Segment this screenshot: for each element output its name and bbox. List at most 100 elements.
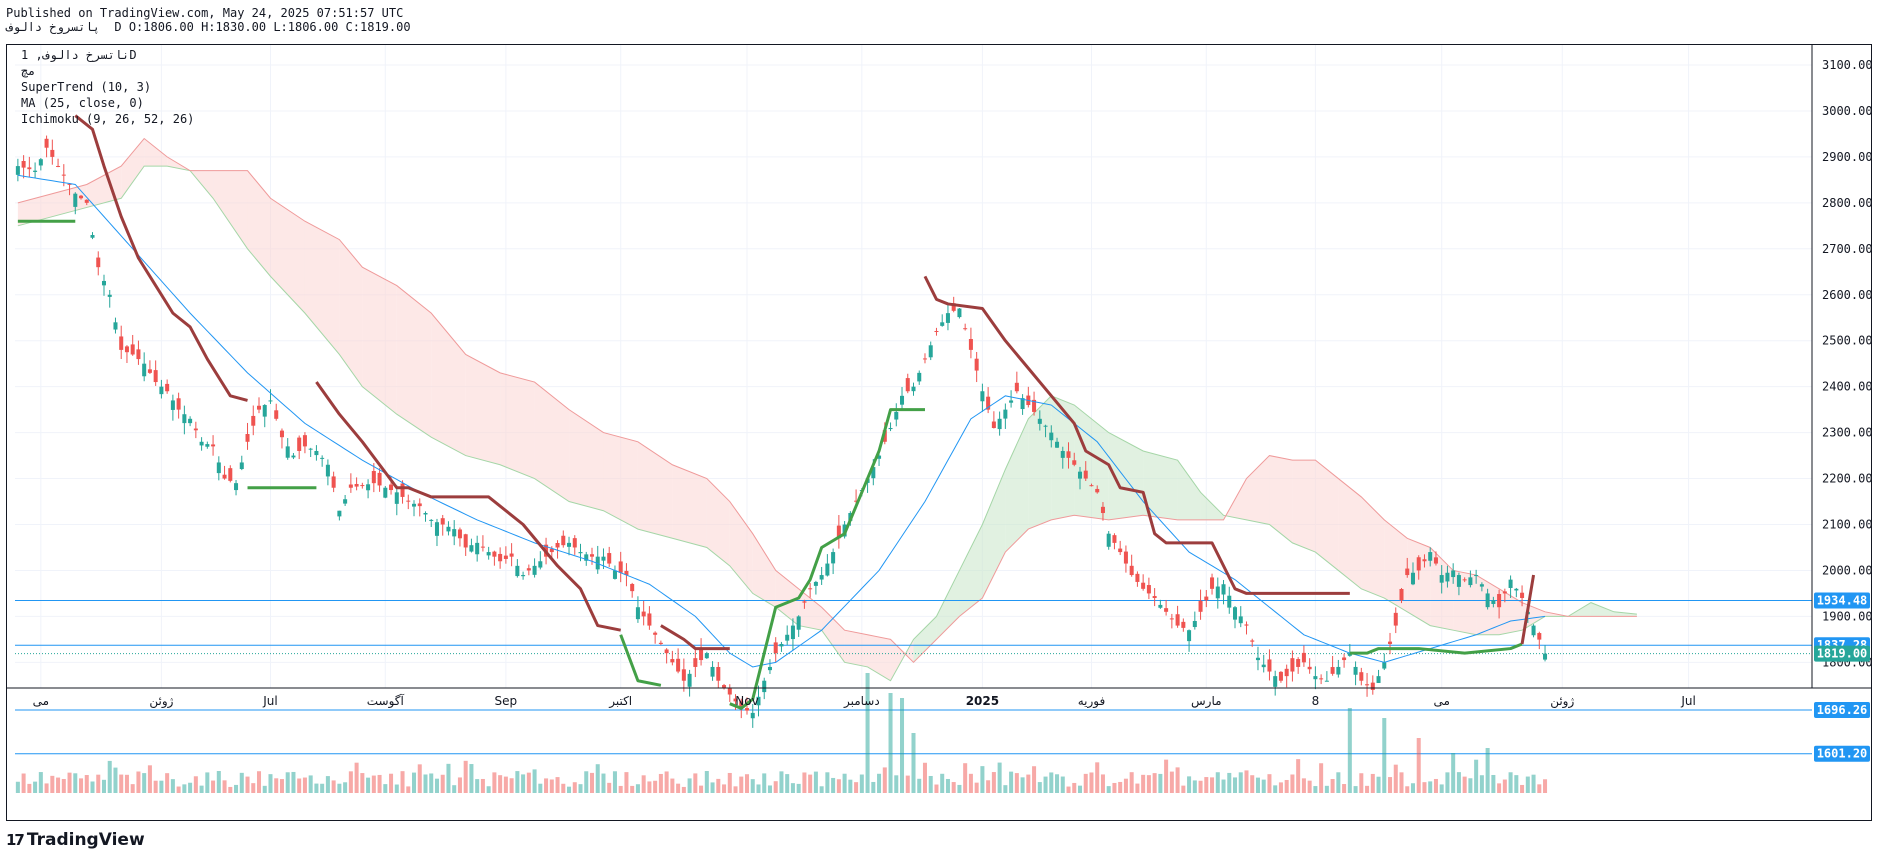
candle-body[interactable] — [997, 418, 1002, 430]
candle-body[interactable] — [1014, 382, 1019, 392]
candle-body[interactable] — [1508, 579, 1513, 588]
candle-body[interactable] — [762, 680, 767, 693]
candle-body[interactable] — [1100, 506, 1105, 514]
candle-body[interactable] — [1141, 582, 1146, 589]
candle-body[interactable] — [1049, 432, 1054, 441]
candle-body[interactable] — [216, 462, 221, 474]
candle-body[interactable] — [572, 538, 577, 548]
candle-body[interactable] — [635, 607, 640, 620]
candle-body[interactable] — [136, 349, 141, 360]
candle-body[interactable] — [1543, 653, 1548, 660]
candle-body[interactable] — [348, 484, 353, 488]
candle-body[interactable] — [1175, 614, 1180, 626]
candle-body[interactable] — [900, 395, 905, 405]
candle-body[interactable] — [314, 450, 319, 456]
candle-body[interactable] — [1359, 672, 1364, 681]
candle-body[interactable] — [555, 542, 560, 548]
candle-body[interactable] — [1215, 586, 1220, 599]
candle-body[interactable] — [1531, 625, 1536, 636]
candle-body[interactable] — [980, 391, 985, 402]
candle-body[interactable] — [73, 193, 78, 207]
candle-body[interactable] — [1428, 552, 1433, 561]
candle-body[interactable] — [1181, 621, 1186, 628]
candle-body[interactable] — [1043, 425, 1048, 427]
candle-body[interactable] — [1497, 594, 1502, 608]
candle-body[interactable] — [1020, 398, 1025, 410]
candle-body[interactable] — [343, 499, 348, 504]
candle-body[interactable] — [337, 510, 342, 517]
candle-body[interactable] — [567, 542, 572, 547]
candle-body[interactable] — [773, 642, 778, 654]
candle-body[interactable] — [360, 485, 365, 487]
candle-body[interactable] — [50, 149, 55, 157]
candle-body[interactable] — [15, 166, 20, 175]
candle-body[interactable] — [1267, 659, 1272, 672]
candle-body[interactable] — [1118, 548, 1123, 553]
candle-body[interactable] — [1083, 470, 1088, 479]
candle-body[interactable] — [991, 421, 996, 429]
candle-body[interactable] — [165, 383, 170, 392]
candle-body[interactable] — [96, 257, 101, 268]
candle-body[interactable] — [1244, 624, 1249, 626]
candle-body[interactable] — [383, 487, 388, 498]
candle-body[interactable] — [1187, 630, 1192, 642]
candle-body[interactable] — [1072, 460, 1077, 465]
candle-body[interactable] — [676, 658, 681, 672]
candle-body[interactable] — [561, 535, 566, 546]
candle-body[interactable] — [434, 522, 439, 536]
candle-body[interactable] — [704, 653, 709, 659]
candle-body[interactable] — [486, 552, 491, 556]
candle-body[interactable] — [1416, 557, 1421, 571]
candle-body[interactable] — [911, 386, 916, 392]
candle-body[interactable] — [1336, 666, 1341, 675]
candle-body[interactable] — [1485, 593, 1490, 608]
candle-body[interactable] — [1520, 592, 1525, 599]
candle-body[interactable] — [538, 561, 543, 568]
candle-body[interactable] — [389, 484, 394, 491]
candle-body[interactable] — [256, 405, 262, 410]
candle-body[interactable] — [785, 634, 790, 641]
candle-body[interactable] — [90, 235, 95, 238]
candle-body[interactable] — [940, 322, 945, 326]
candle-body[interactable] — [739, 701, 744, 709]
candle-body[interactable] — [825, 563, 830, 576]
candle-body[interactable] — [871, 467, 876, 479]
candle-body[interactable] — [1238, 616, 1243, 624]
candle-body[interactable] — [84, 199, 89, 203]
candle-body[interactable] — [1066, 451, 1071, 458]
candle-body[interactable] — [228, 468, 233, 481]
legend-supertrend[interactable]: SuperTrend (10, 3) — [21, 80, 152, 94]
candle-body[interactable] — [1158, 604, 1163, 608]
candle-body[interactable] — [526, 568, 531, 571]
chart-frame[interactable]: 3100.00 3000.00 2900.00 2800.00 2700.00 2600.… — [6, 44, 1872, 821]
candle-body[interactable] — [1433, 557, 1438, 564]
candle-body[interactable] — [170, 400, 175, 410]
candle-body[interactable] — [1164, 608, 1169, 612]
candle-body[interactable] — [951, 303, 956, 311]
candle-body[interactable] — [463, 534, 468, 548]
candle-body[interactable] — [687, 673, 692, 687]
candle-body[interactable] — [193, 428, 198, 431]
candle-body[interactable] — [1462, 579, 1467, 581]
candle-body[interactable] — [67, 183, 72, 185]
legend-ma[interactable]: MA (25, close, 0) — [21, 96, 144, 110]
candle-body[interactable] — [1382, 662, 1387, 669]
candle-body[interactable] — [532, 565, 537, 575]
candle-body[interactable] — [905, 378, 910, 392]
candle-body[interactable] — [727, 688, 732, 695]
candle-body[interactable] — [1365, 684, 1370, 686]
candle-body[interactable] — [452, 529, 457, 537]
candle-body[interactable] — [589, 554, 595, 557]
candle-body[interactable] — [101, 280, 106, 286]
candle-body[interactable] — [1313, 676, 1318, 680]
candle-body[interactable] — [888, 428, 893, 430]
candle-body[interactable] — [245, 434, 250, 442]
candle-body[interactable] — [1479, 584, 1484, 587]
candle-body[interactable] — [412, 503, 417, 507]
candle-body[interactable] — [1055, 441, 1060, 448]
candle-body[interactable] — [515, 565, 520, 577]
candle-body[interactable] — [124, 346, 129, 353]
candle-body[interactable] — [578, 552, 583, 554]
candle-body[interactable] — [641, 611, 646, 617]
candle-body[interactable] — [836, 525, 841, 539]
